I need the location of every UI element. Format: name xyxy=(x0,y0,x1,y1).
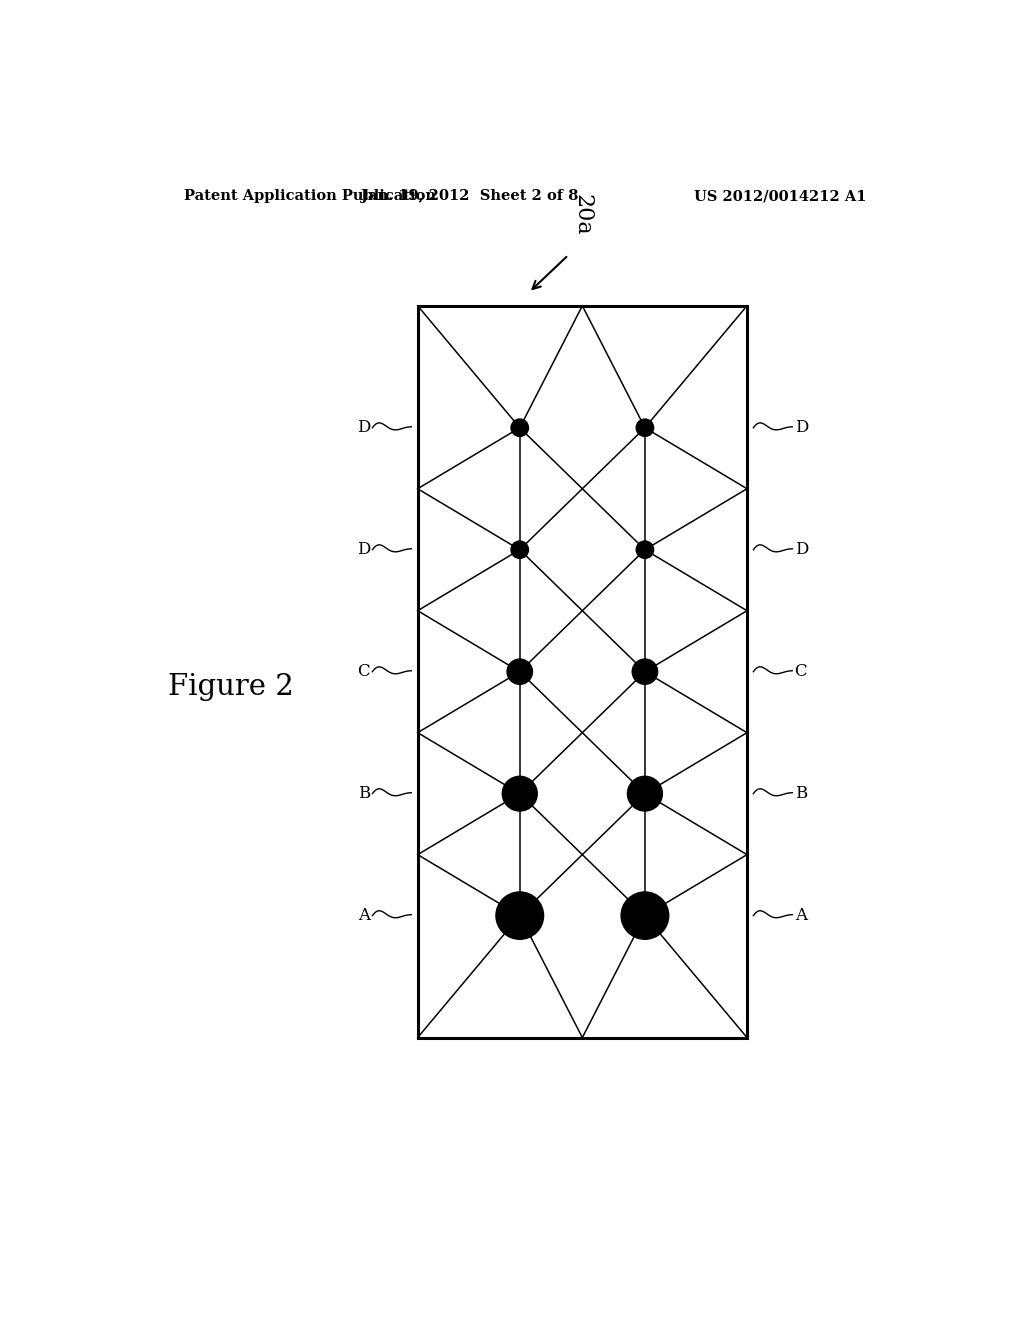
Ellipse shape xyxy=(636,541,653,558)
Ellipse shape xyxy=(507,659,532,684)
Ellipse shape xyxy=(622,892,669,940)
Ellipse shape xyxy=(628,776,663,810)
Ellipse shape xyxy=(503,776,538,810)
Text: D: D xyxy=(356,541,370,558)
Text: D: D xyxy=(356,420,370,436)
Text: Patent Application Publication: Patent Application Publication xyxy=(183,189,435,203)
Text: C: C xyxy=(795,663,807,680)
Text: D: D xyxy=(795,541,808,558)
Text: D: D xyxy=(795,420,808,436)
Ellipse shape xyxy=(632,659,657,684)
Text: A: A xyxy=(795,907,807,924)
Ellipse shape xyxy=(511,541,528,558)
Text: C: C xyxy=(357,663,370,680)
Ellipse shape xyxy=(636,418,653,437)
Text: US 2012/0014212 A1: US 2012/0014212 A1 xyxy=(693,189,866,203)
Bar xyxy=(418,306,748,1038)
Text: Jan. 19, 2012  Sheet 2 of 8: Jan. 19, 2012 Sheet 2 of 8 xyxy=(360,189,578,203)
Ellipse shape xyxy=(511,418,528,437)
Text: 20a: 20a xyxy=(571,194,593,236)
Text: B: B xyxy=(795,785,807,803)
Text: Figure 2: Figure 2 xyxy=(168,673,294,701)
Ellipse shape xyxy=(496,892,544,940)
Text: B: B xyxy=(357,785,370,803)
Text: A: A xyxy=(358,907,370,924)
